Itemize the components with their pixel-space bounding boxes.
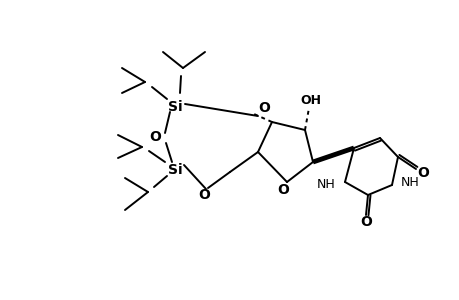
Text: Si: Si: [168, 163, 182, 177]
Text: O: O: [257, 101, 269, 115]
Text: NH: NH: [317, 178, 335, 190]
Text: O: O: [198, 188, 209, 202]
Text: Si: Si: [168, 100, 182, 114]
Text: O: O: [149, 130, 161, 144]
Text: OH: OH: [300, 94, 321, 106]
Text: O: O: [416, 166, 428, 180]
Text: NH: NH: [400, 176, 419, 190]
Text: O: O: [359, 215, 371, 229]
Text: O: O: [276, 183, 288, 197]
